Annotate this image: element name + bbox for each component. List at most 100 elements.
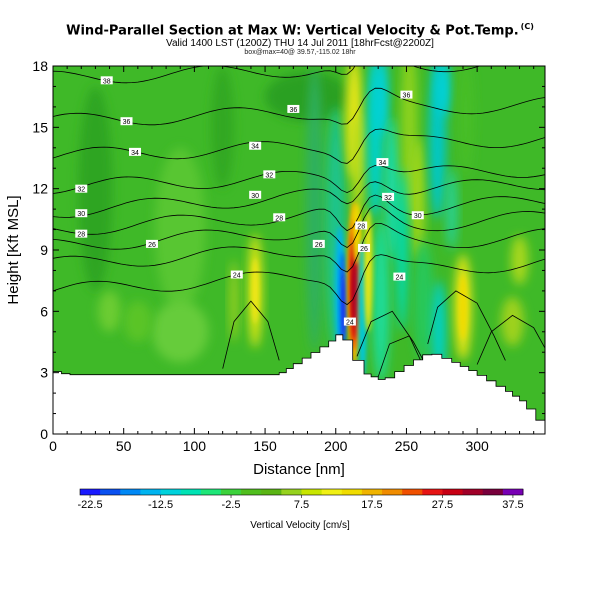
contour-label-text: 32 — [384, 195, 392, 202]
contour-label-box — [100, 76, 113, 85]
contour-label-text: 36 — [403, 93, 411, 100]
x-tick-label: 50 — [116, 438, 132, 454]
contour-label-text: 34 — [131, 150, 139, 157]
colorbar-swatch — [220, 489, 242, 495]
velocity-patch — [265, 72, 350, 122]
contour-label-box — [376, 158, 389, 167]
velocity-patch — [352, 258, 356, 324]
colorbar-swatch — [80, 489, 101, 495]
chart-subtitle: Valid 1400 LST (1200Z) THU 14 Jul 2011 [… — [166, 38, 434, 49]
contour-label: 34 — [376, 158, 389, 167]
contour-label-text: 26 — [148, 242, 156, 249]
contour-label-box — [75, 229, 88, 238]
contour-label-box — [273, 213, 286, 222]
contour-label: 28 — [75, 229, 88, 239]
isentrope-line — [427, 290, 506, 361]
contour-label: 24 — [393, 272, 406, 282]
colorbar-swatch — [341, 489, 363, 495]
colorbar-swatch — [462, 489, 484, 495]
isentrope-line — [377, 335, 421, 377]
velocity-patch — [511, 235, 529, 285]
contour-label: 34 — [249, 141, 262, 151]
isentrope-line — [356, 310, 424, 361]
colorbar-swatch — [281, 489, 302, 495]
contour-label: 28 — [273, 213, 286, 222]
isentrope-line — [53, 194, 545, 235]
contour-label-text: 32 — [265, 172, 273, 179]
x-tick-label: 300 — [465, 438, 489, 454]
y-tick-label: 18 — [32, 58, 48, 74]
contour-label: 34 — [129, 147, 141, 157]
y-tick-label: 9 — [40, 242, 48, 258]
contour-label-text: 38 — [103, 78, 111, 85]
colorbar-swatch — [241, 489, 262, 495]
contour-label-box — [249, 190, 262, 199]
contour-label-text: 32 — [77, 187, 85, 194]
contour-label-box — [129, 147, 141, 156]
contour-label-box — [393, 272, 406, 281]
contour-label: 32 — [263, 170, 276, 179]
colorbar-swatch — [402, 489, 423, 495]
colorbar-tick-label: -12.5 — [148, 499, 173, 511]
colorbar-swatch — [382, 489, 403, 495]
isentrope-line — [53, 222, 545, 273]
contour-label: 36 — [400, 90, 413, 100]
contour-label: 30 — [75, 209, 88, 218]
colorbar-swatch — [180, 489, 202, 495]
contour-label-box — [382, 192, 395, 201]
velocity-patch — [373, 66, 389, 138]
y-tick-label: 0 — [40, 426, 48, 442]
contour-label-text: 24 — [395, 275, 403, 282]
colorbar-swatch — [160, 489, 182, 495]
colorbar-swatch — [120, 489, 141, 495]
colorbar-tick-label: 17.5 — [361, 499, 382, 511]
contour-label-text: 36 — [289, 107, 297, 114]
colorbar-swatch — [100, 489, 121, 495]
colorbar-tick-label: 7.5 — [294, 499, 309, 511]
contour-label: 36 — [120, 117, 133, 126]
copyright-mark: (C) — [520, 22, 534, 31]
contour-label-box — [343, 317, 356, 326]
contour-label-text: 24 — [346, 320, 354, 327]
contour-label: 38 — [100, 76, 113, 85]
contour-label: 26 — [358, 243, 371, 253]
velocity-patch — [251, 258, 259, 324]
contour-label: 26 — [312, 239, 325, 249]
colorbar-label: Vertical Velocity [cm/s] — [250, 520, 350, 531]
x-tick-label: 200 — [324, 438, 348, 454]
terrain-profile — [52, 334, 546, 435]
contour-label-text: 34 — [251, 144, 259, 151]
contour-label-box — [287, 104, 300, 113]
colorbar-swatch — [442, 489, 464, 495]
terrain-layer — [52, 334, 546, 435]
colorbar-swatch — [301, 489, 323, 495]
velocity-patch — [458, 274, 468, 340]
contour-label-text: 30 — [414, 213, 422, 220]
velocity-patch — [413, 239, 434, 363]
chart-subtitle-secondary: box@max=40@ 39.57,-115.02 18hr — [244, 49, 356, 56]
colorbar-swatch — [261, 489, 282, 495]
isentrope-line — [222, 300, 280, 369]
contour-label-text: 36 — [123, 119, 131, 126]
colorbar-swatch — [502, 489, 524, 495]
velocity-patch — [154, 147, 206, 312]
contour-label-text: 28 — [275, 215, 283, 222]
y-tick-label: 15 — [32, 119, 48, 135]
velocity-patch — [78, 86, 113, 291]
contour-label-box — [263, 170, 276, 179]
contour-label-text: 30 — [251, 193, 259, 200]
contour-label-box — [145, 239, 158, 248]
velocity-patch — [372, 219, 390, 383]
contour-label-text: 28 — [77, 232, 85, 239]
colorbar-swatch — [422, 489, 443, 495]
y-tick-label: 12 — [32, 181, 48, 197]
isentrope-line — [53, 164, 545, 194]
velocity-patch — [436, 66, 451, 118]
contour-label: 32 — [75, 184, 88, 194]
contour-label-box — [355, 221, 368, 230]
contour-label-box — [249, 141, 262, 150]
isentrope-line — [53, 87, 545, 126]
colorbar: -22.5 -12.5 -2.5 7.5 17.5 27.5 37.5 Vertical Ve… — [78, 488, 524, 531]
